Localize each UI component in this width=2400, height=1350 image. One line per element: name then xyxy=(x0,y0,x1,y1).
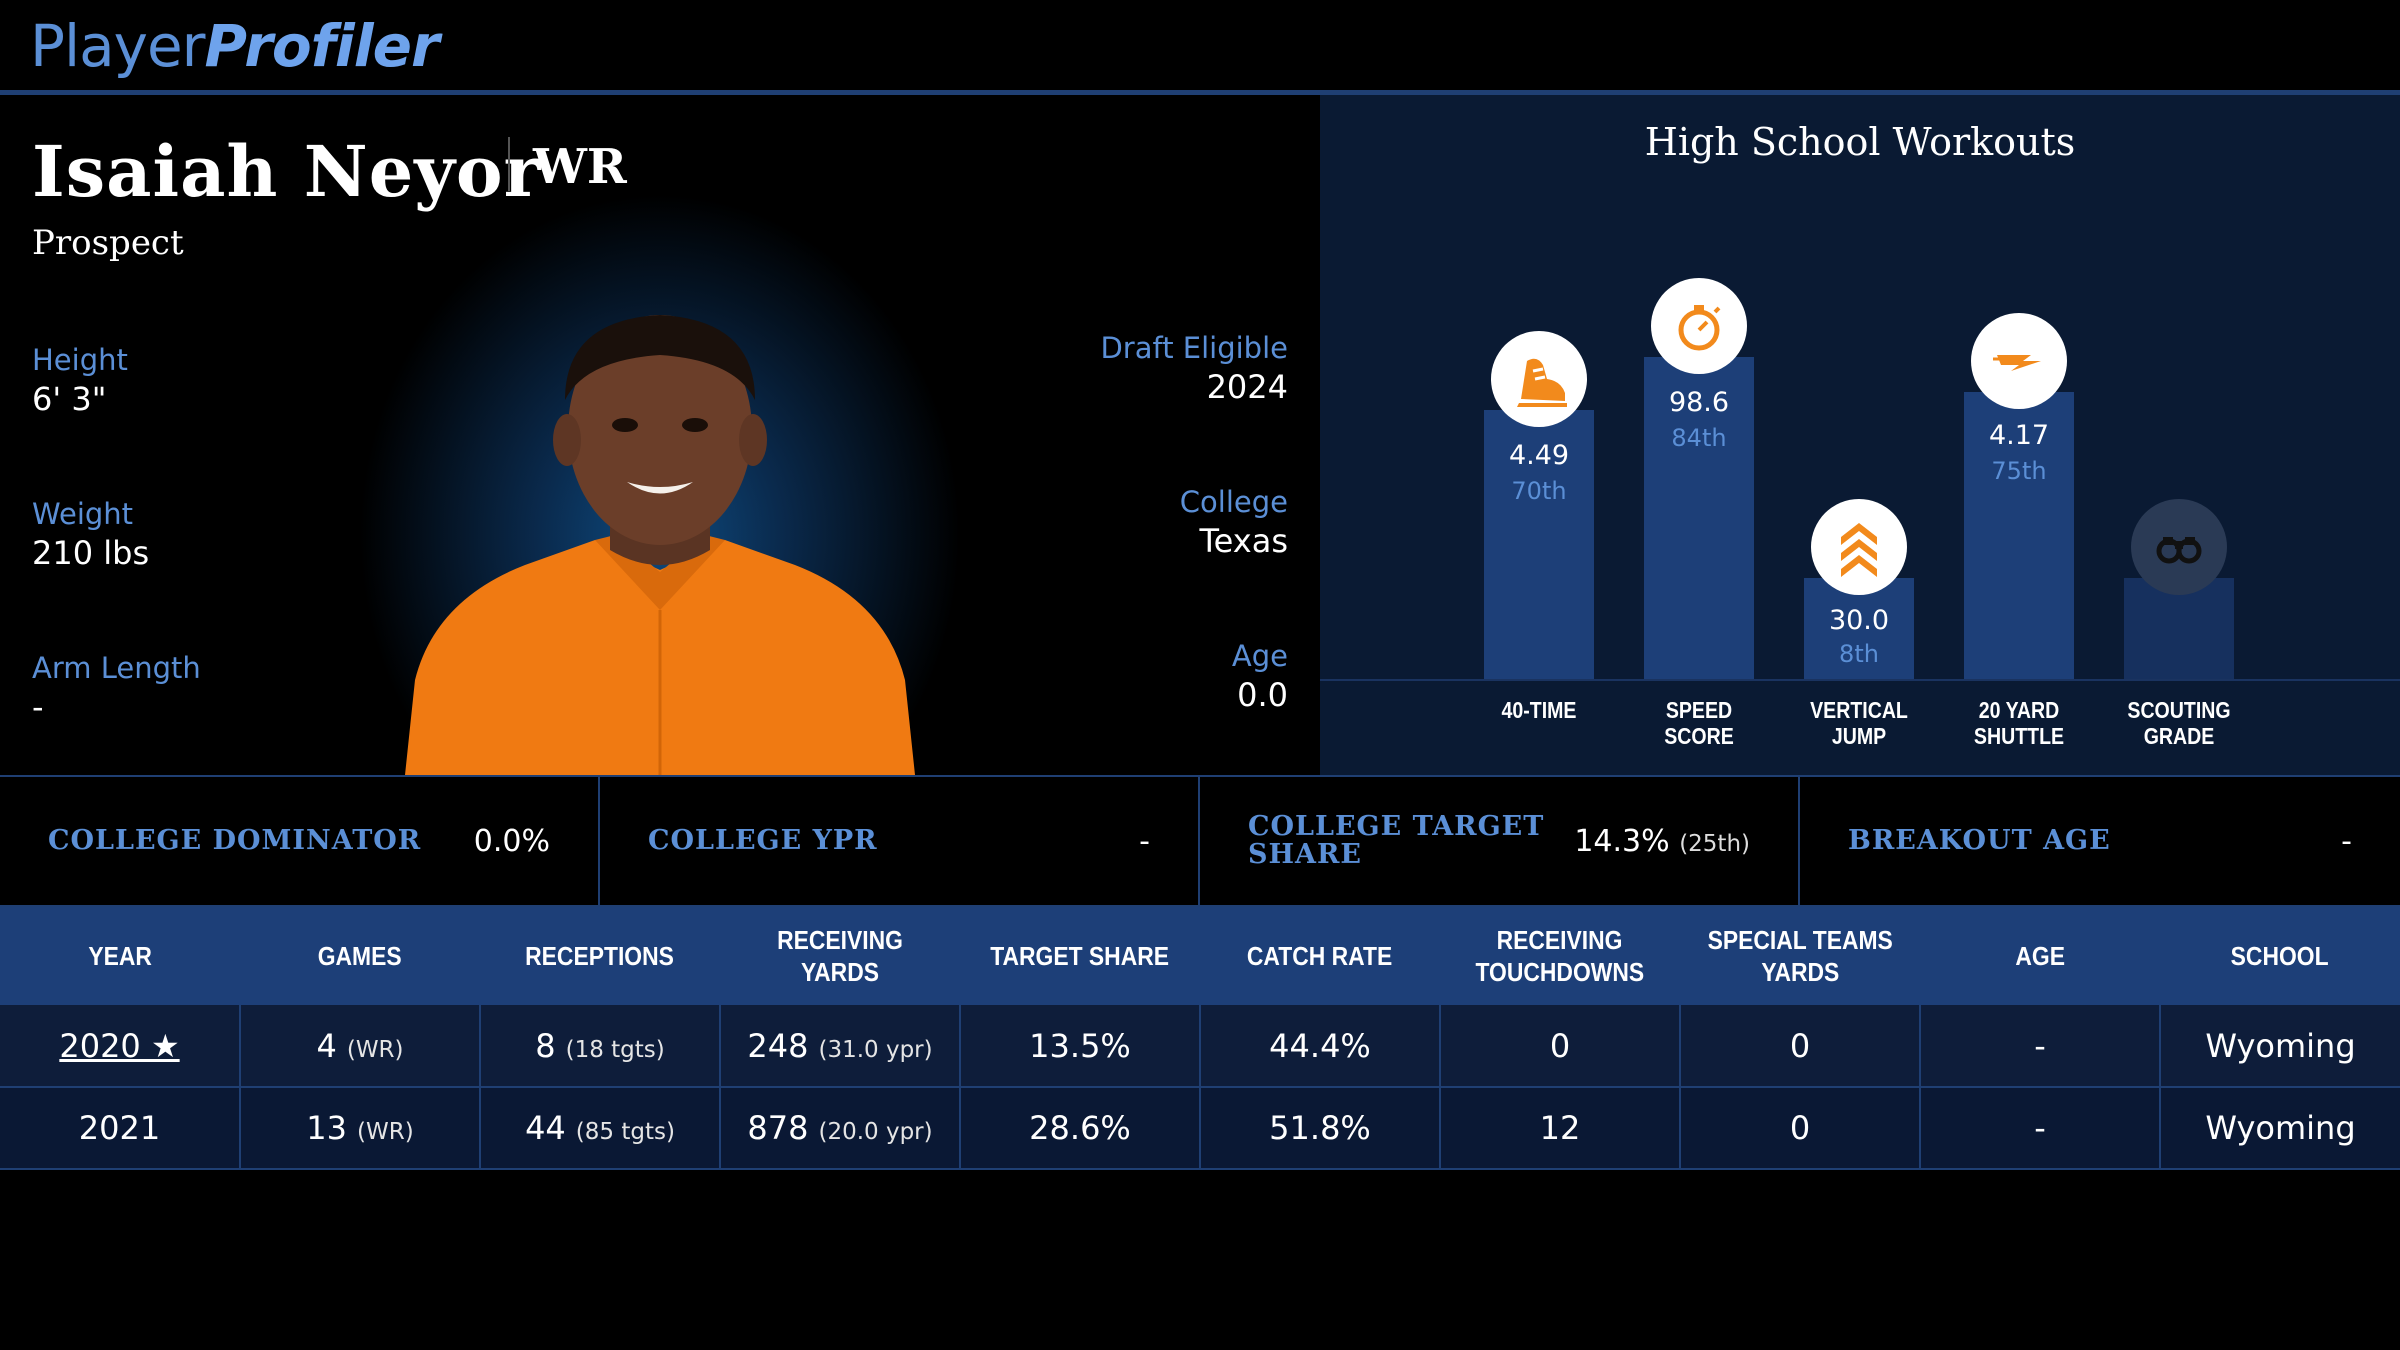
binoculars-icon xyxy=(2131,499,2227,595)
logo-player-text: Player xyxy=(30,12,205,80)
arm-length-label: Arm Length xyxy=(32,651,201,685)
draft-eligible-value: 2024 xyxy=(1206,368,1288,406)
cell-special-teams-yards: 0 xyxy=(1680,1087,1921,1170)
cell-receiving-yards: 878 (20.0 ypr) xyxy=(720,1087,961,1170)
age-label: Age xyxy=(1231,639,1288,673)
player-position: WR xyxy=(533,139,627,195)
metric-label: COLLEGE DOMINATOR xyxy=(48,825,422,856)
weight-label: Weight xyxy=(32,497,134,531)
workout-percentile-20-yard-shuttle: 75th xyxy=(1991,457,2047,485)
weight-value: 210 lbs xyxy=(32,534,150,572)
cell-school: Wyoming xyxy=(2160,1005,2400,1088)
column-header-receptions[interactable]: RECEPTIONS xyxy=(480,907,720,1005)
playerprofiler-logo[interactable]: PlayerProfiler xyxy=(30,10,440,82)
workout-label-speed-score: SPEED SCORE xyxy=(1664,697,1734,749)
workout-bar-40-time xyxy=(1484,410,1594,680)
table-row: 2020 ★ 4 (WR) 8 (18 tgts) 248 (31.0 ypr) 13… xyxy=(0,1005,2400,1088)
column-header-special-teams-yards[interactable]: SPECIAL TEAMS YARDS xyxy=(1680,907,1920,1005)
metric-value: - xyxy=(1139,824,1150,859)
metric-college-ypr: COLLEGE YPR - xyxy=(600,777,1200,905)
cell-catch-rate: 51.8% xyxy=(1200,1087,1441,1170)
chart-baseline xyxy=(1320,679,2400,681)
height-label: Height xyxy=(32,343,128,377)
college-label: College xyxy=(1179,485,1288,519)
cell-receiving-touchdowns: 12 xyxy=(1440,1087,1681,1170)
metric-value: 14.3% (25th) xyxy=(1574,824,1750,859)
cell-receptions: 44 (85 tgts) xyxy=(480,1087,721,1170)
workout-percentile-speed-score: 84th xyxy=(1671,424,1727,452)
metric-label: COLLEGE TARGET SHARE xyxy=(1248,811,1545,870)
cell-age: - xyxy=(1920,1087,2161,1170)
workout-value-speed-score: 98.6 xyxy=(1668,387,1730,418)
column-header-year[interactable]: YEAR xyxy=(0,907,240,1005)
workout-bar-scouting-grade xyxy=(2124,578,2234,680)
cell-year[interactable]: 2020 ★ xyxy=(0,1005,241,1088)
workout-value-40-time: 4.49 xyxy=(1508,440,1570,471)
workout-label-20-yard-shuttle: 20 YARD SHUTTLE xyxy=(1973,697,2065,749)
metric-college-target-share: COLLEGE TARGET SHARE 14.3% (25th) xyxy=(1200,777,1800,905)
player-photo xyxy=(395,310,925,775)
workout-bar-vertical-jump xyxy=(1804,578,1914,680)
workout-label-scouting-grade: SCOUTING GRADE xyxy=(2127,697,2231,749)
workouts-title: High School Workouts xyxy=(1644,120,2076,164)
college-metrics-strip: COLLEGE DOMINATOR 0.0% COLLEGE YPR - COL… xyxy=(0,775,2400,907)
cell-games: 13 (WR) xyxy=(240,1087,481,1170)
player-status: Prospect xyxy=(32,223,184,263)
workout-bar-speed-score xyxy=(1644,357,1754,680)
lightning-icon xyxy=(1971,313,2067,409)
table-header-row: YEAR GAMES RECEPTIONS RECEIVING YARDS TA… xyxy=(0,907,2400,1005)
player-name: Isaiah Neyor xyxy=(32,130,542,213)
workout-percentile-40-time: 70th xyxy=(1511,477,1567,505)
cell-receiving-yards: 248 (31.0 ypr) xyxy=(720,1005,961,1088)
column-header-receiving-yards[interactable]: RECEIVING YARDS xyxy=(720,907,960,1005)
column-header-receiving-touchdowns[interactable]: RECEIVING TOUCHDOWNS xyxy=(1440,907,1680,1005)
workout-label-40-time: 40-TIME xyxy=(1501,697,1577,723)
cell-games: 4 (WR) xyxy=(240,1005,481,1088)
name-divider xyxy=(508,137,510,191)
workout-value-20-yard-shuttle: 4.17 xyxy=(1988,420,2050,451)
table-row: 2021 13 (WR) 44 (85 tgts) 878 (20.0 ypr) 28… xyxy=(0,1087,2400,1170)
year-link[interactable]: 2020 ★ xyxy=(59,1026,180,1065)
age-value: 0.0 xyxy=(1237,676,1288,714)
high-school-workouts-panel: High School Workouts 4.49 70th 40-TIME 9… xyxy=(1320,95,2400,775)
stopwatch-icon xyxy=(1651,278,1747,374)
arm-length-value: - xyxy=(32,688,44,726)
workout-label-vertical-jump: VERTICAL JUMP xyxy=(1810,697,1908,749)
chevrons-up-icon xyxy=(1811,499,1907,595)
column-header-age[interactable]: AGE xyxy=(1920,907,2160,1005)
cell-catch-rate: 44.4% xyxy=(1200,1005,1441,1088)
column-header-catch-rate[interactable]: CATCH RATE xyxy=(1200,907,1440,1005)
top-bar: PlayerProfiler xyxy=(0,0,2400,90)
metric-value: 0.0% xyxy=(473,824,550,859)
draft-eligible-label: Draft Eligible xyxy=(1100,331,1288,365)
college-stats-table: YEAR GAMES RECEPTIONS RECEIVING YARDS TA… xyxy=(0,907,2400,1170)
running-shoe-icon xyxy=(1491,331,1587,427)
cell-year: 2021 xyxy=(0,1087,241,1170)
metric-college-dominator: COLLEGE DOMINATOR 0.0% xyxy=(0,777,600,905)
player-panel: Isaiah Neyor WR Prospect Height 6' 3" We… xyxy=(0,95,1320,775)
workout-value-vertical-jump: 30.0 xyxy=(1828,605,1890,636)
cell-receiving-touchdowns: 0 xyxy=(1440,1005,1681,1088)
column-header-games[interactable]: GAMES xyxy=(240,907,480,1005)
cell-target-share: 13.5% xyxy=(960,1005,1201,1088)
metric-label: BREAKOUT AGE xyxy=(1848,825,2111,856)
workout-bar-20-yard-shuttle xyxy=(1964,392,2074,680)
logo-profiler-text: Profiler xyxy=(204,12,440,80)
cell-receptions: 8 (18 tgts) xyxy=(480,1005,721,1088)
cell-school: Wyoming xyxy=(2160,1087,2400,1170)
metric-value: - xyxy=(2341,824,2352,859)
cell-target-share: 28.6% xyxy=(960,1087,1201,1170)
column-header-school[interactable]: SCHOOL xyxy=(2160,907,2400,1005)
workout-percentile-vertical-jump: 8th xyxy=(1839,640,1879,668)
cell-age: - xyxy=(1920,1005,2161,1088)
metric-label: COLLEGE YPR xyxy=(648,825,878,856)
height-value: 6' 3" xyxy=(32,380,107,418)
metric-breakout-age: BREAKOUT AGE - xyxy=(1800,777,2400,905)
header-divider xyxy=(0,90,2400,95)
column-header-target-share[interactable]: TARGET SHARE xyxy=(960,907,1200,1005)
college-value: Texas xyxy=(1199,522,1288,560)
cell-special-teams-yards: 0 xyxy=(1680,1005,1921,1088)
